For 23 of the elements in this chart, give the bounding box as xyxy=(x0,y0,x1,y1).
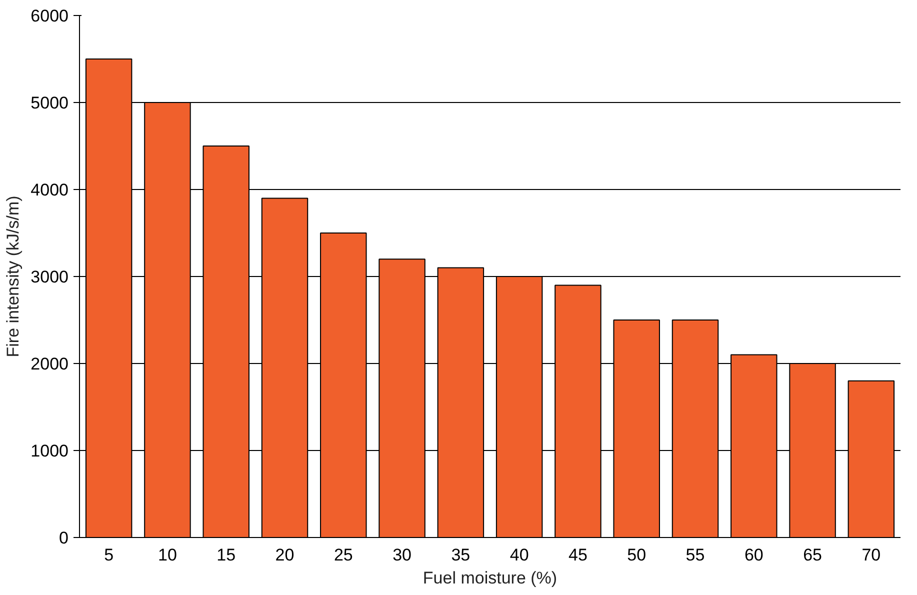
x-tick-label: 5 xyxy=(104,546,114,564)
x-tick-label: 70 xyxy=(862,546,881,564)
y-tick-label: 1000 xyxy=(30,442,69,460)
x-axis-title: Fuel moisture (%) xyxy=(422,568,558,588)
x-tick-label: 30 xyxy=(392,546,412,564)
x-tick-label: 15 xyxy=(216,546,236,564)
x-tick-label: 35 xyxy=(451,546,470,564)
x-tick-label: 55 xyxy=(686,546,705,564)
x-tick-label: 65 xyxy=(803,546,822,564)
y-tick-label: 5000 xyxy=(30,94,69,112)
x-tick-label: 60 xyxy=(744,546,764,564)
x-tick-label: 45 xyxy=(568,546,588,564)
y-tick-label: 3000 xyxy=(30,268,69,286)
y-tick-label: 4000 xyxy=(30,180,69,200)
y-tick-label: 0 xyxy=(59,528,69,548)
x-tick-label: 40 xyxy=(510,546,529,564)
x-tick-label: 25 xyxy=(334,546,353,564)
y-tick-label: 6000 xyxy=(30,6,69,26)
x-tick-label: 50 xyxy=(627,546,646,564)
x-tick-label: 10 xyxy=(158,546,177,564)
x-tick-label: 20 xyxy=(275,546,294,564)
y-axis-title: Fire intensity (kJ/s/m) xyxy=(4,196,23,358)
y-tick-label: 2000 xyxy=(30,354,69,374)
